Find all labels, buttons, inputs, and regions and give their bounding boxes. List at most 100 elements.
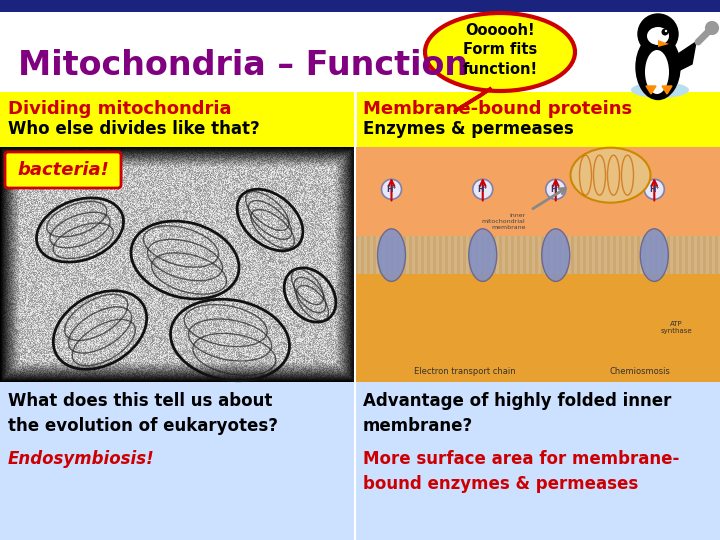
Bar (475, 237, 478, 274)
Bar (577, 237, 580, 274)
Circle shape (662, 29, 668, 36)
Bar (0, 382, 355, 540)
Bar (355, 382, 720, 540)
Text: H⁺: H⁺ (551, 185, 561, 194)
Circle shape (638, 14, 678, 54)
Text: Membrane-bound proteins: Membrane-bound proteins (363, 100, 632, 118)
Bar (673, 237, 676, 274)
Bar (649, 237, 652, 274)
Bar (0, 92, 720, 147)
Bar (607, 237, 610, 274)
Text: ATP
synthase: ATP synthase (660, 321, 692, 334)
Text: Dividing mitochondria: Dividing mitochondria (8, 100, 232, 118)
Bar (487, 237, 490, 274)
Ellipse shape (377, 229, 405, 281)
Ellipse shape (636, 35, 680, 99)
Text: Oooooh!
Form fits
function!: Oooooh! Form fits function! (462, 23, 538, 77)
Polygon shape (676, 42, 696, 72)
Ellipse shape (425, 13, 575, 91)
Bar (493, 237, 496, 274)
Text: Mitochondria – Function: Mitochondria – Function (18, 49, 468, 82)
Bar (685, 237, 688, 274)
Bar (601, 237, 604, 274)
Bar (625, 237, 628, 274)
Bar (367, 237, 370, 274)
Bar (541, 237, 544, 274)
Bar (547, 237, 550, 274)
Bar (355, 147, 720, 382)
Bar (709, 237, 712, 274)
Bar (373, 237, 376, 274)
Bar (583, 237, 586, 274)
Bar (619, 237, 622, 274)
Bar (691, 237, 694, 274)
Bar (613, 237, 616, 274)
Ellipse shape (541, 229, 570, 281)
Circle shape (644, 179, 665, 199)
Text: Endosymbiosis!: Endosymbiosis! (8, 450, 155, 468)
Ellipse shape (645, 50, 669, 94)
Bar (403, 237, 406, 274)
Bar (0, 0, 720, 12)
Text: Who else divides like that?: Who else divides like that? (8, 120, 260, 138)
Bar (361, 237, 364, 274)
Circle shape (382, 179, 402, 199)
Bar (457, 237, 460, 274)
Text: Chemiosmosis: Chemiosmosis (609, 367, 670, 376)
Bar (655, 237, 658, 274)
Ellipse shape (640, 229, 668, 281)
Text: What does this tell us about
the evolution of eukaryotes?: What does this tell us about the evoluti… (8, 392, 278, 435)
Ellipse shape (631, 82, 689, 98)
Bar (415, 237, 418, 274)
Bar (559, 237, 562, 274)
Text: Enzymes & permeases: Enzymes & permeases (363, 120, 574, 138)
Polygon shape (658, 40, 669, 47)
Polygon shape (662, 86, 672, 94)
Polygon shape (455, 89, 490, 111)
Bar (439, 237, 442, 274)
Bar (523, 237, 526, 274)
Bar (391, 237, 394, 274)
FancyBboxPatch shape (5, 152, 121, 188)
Bar (697, 237, 700, 274)
Bar (631, 237, 634, 274)
Text: H⁺: H⁺ (649, 185, 660, 194)
Bar (409, 237, 412, 274)
Bar (679, 237, 682, 274)
Bar (517, 237, 520, 274)
Bar (355, 237, 720, 274)
Bar (499, 237, 502, 274)
Bar (463, 237, 466, 274)
Bar (715, 237, 718, 274)
Bar (379, 237, 382, 274)
Bar (529, 237, 532, 274)
Text: Electron transport chain: Electron transport chain (414, 367, 516, 376)
Bar (571, 237, 574, 274)
Bar (505, 237, 508, 274)
Bar (589, 237, 592, 274)
Bar (469, 237, 472, 274)
Bar (637, 237, 640, 274)
Bar (553, 237, 556, 274)
Bar (451, 237, 454, 274)
Bar (355, 147, 720, 237)
Ellipse shape (570, 148, 650, 202)
Text: bacteria!: bacteria! (17, 161, 109, 179)
Bar (565, 237, 568, 274)
Bar (0, 12, 720, 92)
Text: H⁺: H⁺ (386, 185, 397, 194)
Bar (445, 237, 448, 274)
Bar (421, 237, 424, 274)
Circle shape (473, 179, 492, 199)
Ellipse shape (647, 27, 669, 45)
Ellipse shape (469, 229, 497, 281)
Bar (397, 237, 400, 274)
Bar (481, 237, 484, 274)
Bar (667, 237, 670, 274)
Bar (427, 237, 430, 274)
Polygon shape (646, 86, 656, 94)
Text: inner
mitochondrial
membrane: inner mitochondrial membrane (482, 213, 526, 230)
Text: More surface area for membrane-
bound enzymes & permeases: More surface area for membrane- bound en… (363, 450, 680, 493)
Text: Advantage of highly folded inner
membrane?: Advantage of highly folded inner membran… (363, 392, 671, 435)
Bar (385, 237, 388, 274)
